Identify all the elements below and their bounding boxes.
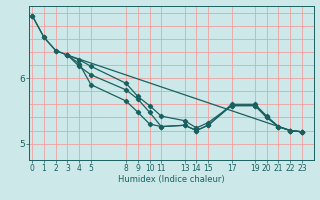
X-axis label: Humidex (Indice chaleur): Humidex (Indice chaleur) bbox=[118, 175, 225, 184]
